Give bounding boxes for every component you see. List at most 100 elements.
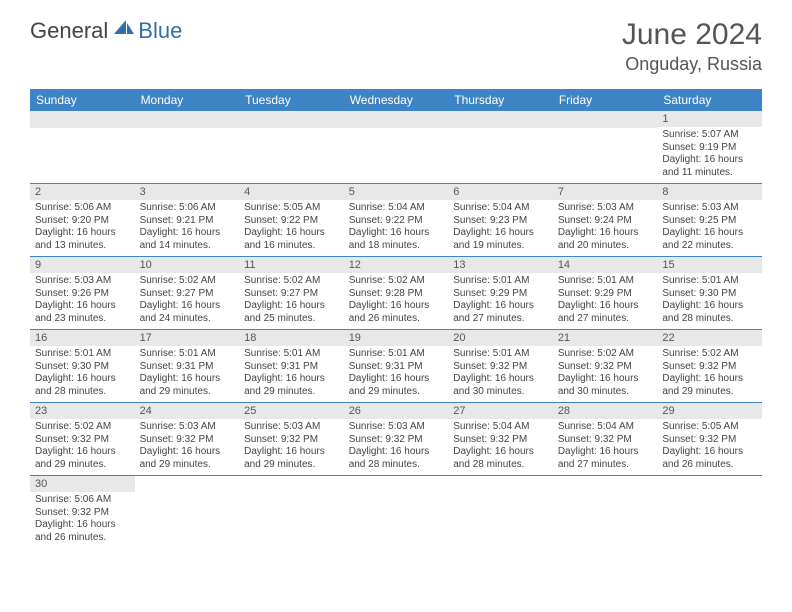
day-number	[239, 111, 344, 128]
day-number: 19	[344, 330, 449, 346]
week-row: 30Sunrise: 5:06 AMSunset: 9:32 PMDayligh…	[30, 476, 762, 549]
day-cell: 5Sunrise: 5:04 AMSunset: 9:22 PMDaylight…	[344, 184, 449, 257]
week-row: 2Sunrise: 5:06 AMSunset: 9:20 PMDaylight…	[30, 184, 762, 257]
day-cell: 8Sunrise: 5:03 AMSunset: 9:25 PMDaylight…	[657, 184, 762, 257]
day-details: Sunrise: 5:02 AMSunset: 9:27 PMDaylight:…	[239, 273, 344, 329]
brand-text-general: General	[30, 18, 108, 44]
day-number: 30	[30, 476, 135, 492]
day-number: 21	[553, 330, 658, 346]
day-cell: 12Sunrise: 5:02 AMSunset: 9:28 PMDayligh…	[344, 257, 449, 330]
day-details	[553, 128, 658, 180]
day-details: Sunrise: 5:01 AMSunset: 9:31 PMDaylight:…	[239, 346, 344, 402]
week-row: 9Sunrise: 5:03 AMSunset: 9:26 PMDaylight…	[30, 257, 762, 330]
day-cell	[448, 476, 553, 549]
day-cell: 27Sunrise: 5:04 AMSunset: 9:32 PMDayligh…	[448, 403, 553, 476]
day-number: 18	[239, 330, 344, 346]
sail-icon	[112, 18, 136, 43]
day-cell: 15Sunrise: 5:01 AMSunset: 9:30 PMDayligh…	[657, 257, 762, 330]
title-block: June 2024 Onguday, Russia	[622, 18, 762, 75]
day-number: 14	[553, 257, 658, 273]
day-number	[448, 111, 553, 128]
location-label: Onguday, Russia	[622, 54, 762, 75]
day-number: 20	[448, 330, 553, 346]
day-number: 5	[344, 184, 449, 200]
day-details: Sunrise: 5:07 AMSunset: 9:19 PMDaylight:…	[657, 127, 762, 183]
day-details	[448, 128, 553, 180]
day-cell: 2Sunrise: 5:06 AMSunset: 9:20 PMDaylight…	[30, 184, 135, 257]
day-number: 1	[657, 111, 762, 127]
day-number: 25	[239, 403, 344, 419]
dayheader-tuesday: Tuesday	[239, 89, 344, 111]
day-details: Sunrise: 5:05 AMSunset: 9:22 PMDaylight:…	[239, 200, 344, 256]
day-cell: 13Sunrise: 5:01 AMSunset: 9:29 PMDayligh…	[448, 257, 553, 330]
dayheader-thursday: Thursday	[448, 89, 553, 111]
day-number: 3	[135, 184, 240, 200]
week-row: 23Sunrise: 5:02 AMSunset: 9:32 PMDayligh…	[30, 403, 762, 476]
week-row: 16Sunrise: 5:01 AMSunset: 9:30 PMDayligh…	[30, 330, 762, 403]
day-number: 6	[448, 184, 553, 200]
day-details: Sunrise: 5:03 AMSunset: 9:25 PMDaylight:…	[657, 200, 762, 256]
day-number: 2	[30, 184, 135, 200]
day-number: 17	[135, 330, 240, 346]
day-number	[448, 476, 553, 493]
day-number: 15	[657, 257, 762, 273]
day-number: 7	[553, 184, 658, 200]
day-cell: 28Sunrise: 5:04 AMSunset: 9:32 PMDayligh…	[553, 403, 658, 476]
day-cell	[30, 111, 135, 184]
day-details: Sunrise: 5:03 AMSunset: 9:32 PMDaylight:…	[135, 419, 240, 475]
day-cell: 3Sunrise: 5:06 AMSunset: 9:21 PMDaylight…	[135, 184, 240, 257]
day-details: Sunrise: 5:04 AMSunset: 9:32 PMDaylight:…	[553, 419, 658, 475]
dayheader-wednesday: Wednesday	[344, 89, 449, 111]
day-details: Sunrise: 5:02 AMSunset: 9:32 PMDaylight:…	[30, 419, 135, 475]
day-details: Sunrise: 5:01 AMSunset: 9:30 PMDaylight:…	[657, 273, 762, 329]
dayheader-sunday: Sunday	[30, 89, 135, 111]
day-number	[30, 111, 135, 128]
day-cell: 4Sunrise: 5:05 AMSunset: 9:22 PMDaylight…	[239, 184, 344, 257]
day-details: Sunrise: 5:06 AMSunset: 9:21 PMDaylight:…	[135, 200, 240, 256]
day-cell	[553, 476, 658, 549]
day-number: 16	[30, 330, 135, 346]
day-details: Sunrise: 5:05 AMSunset: 9:32 PMDaylight:…	[657, 419, 762, 475]
day-details: Sunrise: 5:03 AMSunset: 9:32 PMDaylight:…	[239, 419, 344, 475]
day-number: 22	[657, 330, 762, 346]
day-number: 4	[239, 184, 344, 200]
day-number: 13	[448, 257, 553, 273]
day-cell: 20Sunrise: 5:01 AMSunset: 9:32 PMDayligh…	[448, 330, 553, 403]
day-details: Sunrise: 5:03 AMSunset: 9:24 PMDaylight:…	[553, 200, 658, 256]
day-cell	[657, 476, 762, 549]
dayheader-monday: Monday	[135, 89, 240, 111]
day-number: 29	[657, 403, 762, 419]
day-number	[553, 476, 658, 493]
day-cell: 25Sunrise: 5:03 AMSunset: 9:32 PMDayligh…	[239, 403, 344, 476]
day-cell: 26Sunrise: 5:03 AMSunset: 9:32 PMDayligh…	[344, 403, 449, 476]
brand-text-blue: Blue	[138, 18, 182, 44]
day-details: Sunrise: 5:01 AMSunset: 9:32 PMDaylight:…	[448, 346, 553, 402]
day-number	[135, 476, 240, 493]
day-number	[657, 476, 762, 493]
day-details: Sunrise: 5:01 AMSunset: 9:31 PMDaylight:…	[344, 346, 449, 402]
day-number: 24	[135, 403, 240, 419]
day-details: Sunrise: 5:01 AMSunset: 9:30 PMDaylight:…	[30, 346, 135, 402]
day-cell: 24Sunrise: 5:03 AMSunset: 9:32 PMDayligh…	[135, 403, 240, 476]
day-details: Sunrise: 5:01 AMSunset: 9:31 PMDaylight:…	[135, 346, 240, 402]
day-details: Sunrise: 5:02 AMSunset: 9:32 PMDaylight:…	[553, 346, 658, 402]
day-cell: 23Sunrise: 5:02 AMSunset: 9:32 PMDayligh…	[30, 403, 135, 476]
day-cell: 16Sunrise: 5:01 AMSunset: 9:30 PMDayligh…	[30, 330, 135, 403]
day-number: 27	[448, 403, 553, 419]
day-cell: 1Sunrise: 5:07 AMSunset: 9:19 PMDaylight…	[657, 111, 762, 184]
day-details: Sunrise: 5:02 AMSunset: 9:32 PMDaylight:…	[657, 346, 762, 402]
day-number: 9	[30, 257, 135, 273]
dayheader-saturday: Saturday	[657, 89, 762, 111]
calendar-table: Sunday Monday Tuesday Wednesday Thursday…	[30, 89, 762, 548]
day-cell	[135, 476, 240, 549]
day-details	[344, 128, 449, 180]
header: General Blue June 2024 Onguday, Russia	[0, 0, 792, 83]
day-number	[553, 111, 658, 128]
week-row: 1Sunrise: 5:07 AMSunset: 9:19 PMDaylight…	[30, 111, 762, 184]
day-cell: 17Sunrise: 5:01 AMSunset: 9:31 PMDayligh…	[135, 330, 240, 403]
day-details	[239, 128, 344, 180]
day-cell	[239, 111, 344, 184]
day-details: Sunrise: 5:02 AMSunset: 9:27 PMDaylight:…	[135, 273, 240, 329]
day-cell: 9Sunrise: 5:03 AMSunset: 9:26 PMDaylight…	[30, 257, 135, 330]
day-cell	[448, 111, 553, 184]
